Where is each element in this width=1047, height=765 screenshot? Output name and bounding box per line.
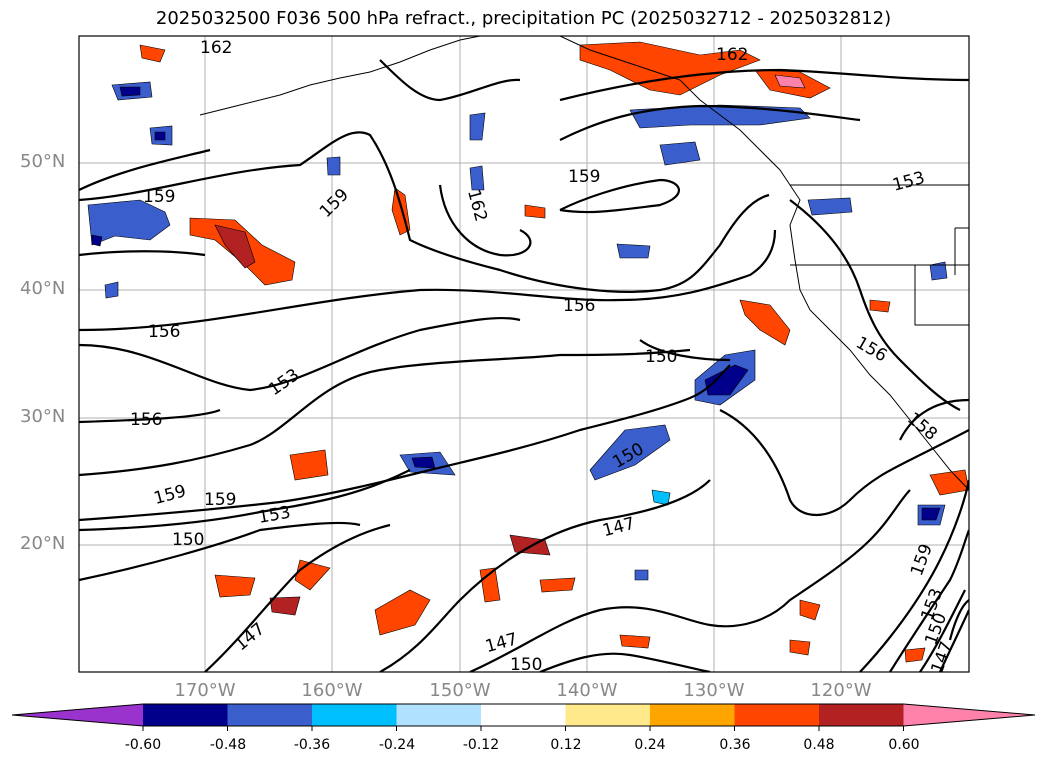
lon-label: 120°W — [810, 680, 872, 701]
colorbar-tick-label: 0.36 — [719, 737, 751, 753]
colorbar-tick-label: 0.48 — [803, 737, 835, 753]
lat-label: 30°N — [20, 406, 66, 427]
lat-label: 20°N — [20, 533, 66, 554]
colorbar-bin — [565, 704, 651, 726]
precipitation-shading — [87, 41, 969, 663]
contour-label: 159 — [143, 187, 175, 207]
lon-label: 170°W — [174, 680, 236, 701]
colorbar — [11, 703, 1036, 731]
colorbar-bin — [819, 704, 904, 726]
colorbar-extend-max — [903, 704, 1035, 726]
map-background — [79, 36, 969, 672]
map-title: 2025032500 F036 500 hPa refract., precip… — [155, 8, 892, 29]
map-panel: 162 162 162 159 159 159 159 159 156 156 … — [78, 35, 970, 675]
colorbar-tick-label: 0.60 — [888, 737, 920, 753]
contour-label: 150 — [645, 347, 677, 367]
contour-label: 150 — [172, 530, 204, 550]
lon-label: 150°W — [429, 680, 491, 701]
lon-label: 140°W — [556, 680, 618, 701]
lon-label: 130°W — [683, 680, 745, 701]
colorbar-tick-label: 0.24 — [634, 737, 666, 753]
colorbar-bin — [312, 704, 397, 726]
map-frame — [78, 35, 970, 673]
colorbar-extend-min — [12, 704, 143, 726]
colorbar-tick-label: -0.48 — [209, 737, 247, 753]
contour-label: 162 — [716, 45, 748, 65]
lat-label: 50°N — [20, 151, 66, 172]
colorbar-bin — [481, 704, 566, 726]
colorbar-bin — [734, 704, 820, 726]
contour-label: 150 — [510, 655, 542, 675]
colorbar-tick-label: -0.24 — [378, 737, 416, 753]
colorbar-bin — [396, 704, 482, 726]
lat-label: 40°N — [20, 278, 66, 299]
colorbar-tick-label: 0.12 — [550, 737, 582, 753]
colorbar-bin — [143, 704, 228, 726]
contour-label: 162 — [200, 38, 232, 58]
colorbar-bin — [650, 704, 735, 726]
colorbar-tick-label: -0.36 — [293, 737, 331, 753]
colorbar-bin — [227, 704, 313, 726]
lon-label: 160°W — [301, 680, 363, 701]
colorbar-tick-label: -0.12 — [462, 737, 500, 753]
refractivity-contours — [79, 59, 969, 672]
contour-label: 159 — [204, 490, 236, 510]
colorbar-tick-label: -0.60 — [124, 737, 162, 753]
contour-label: 159 — [568, 167, 600, 187]
contour-label: 156 — [130, 410, 162, 430]
contour-label: 156 — [148, 322, 180, 342]
contour-label: 156 — [563, 296, 595, 316]
